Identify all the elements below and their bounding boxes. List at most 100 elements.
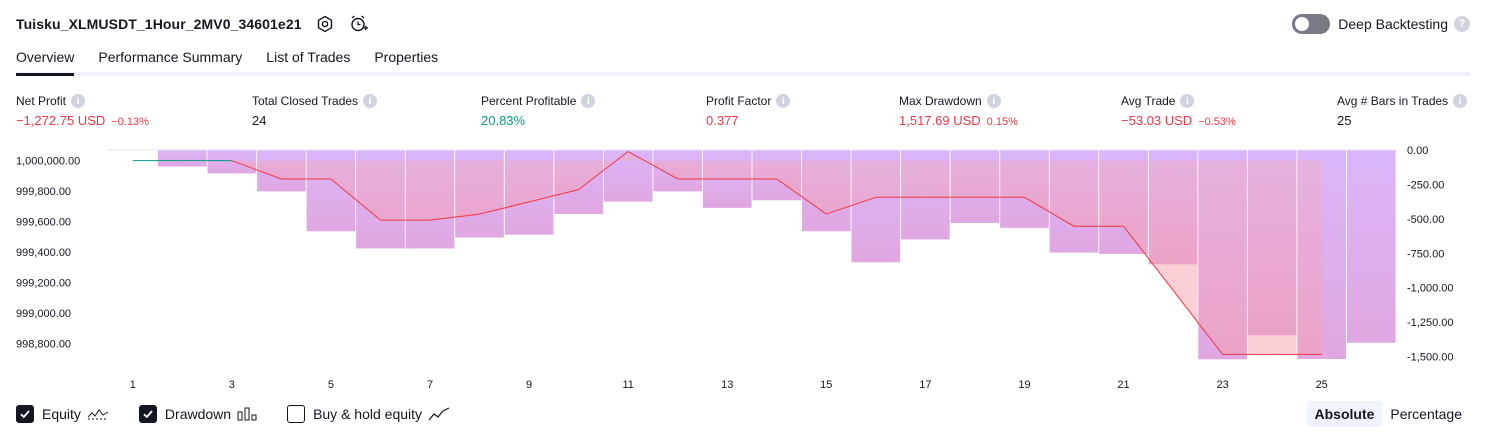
drawdown-bar-shade (157, 150, 208, 167)
right-axis-tick-label: -750.00 (1407, 248, 1444, 260)
metric-percent-profitable: Percent Profitable i 20.83% (481, 93, 596, 128)
equity-drawdown-chart[interactable]: 1,000,000.00 999,800.00 999,600.00 999,400.… (0, 140, 1486, 396)
help-icon[interactable]: ? (1454, 16, 1470, 32)
deep-backtesting: Deep Backtesting ? (1292, 12, 1470, 36)
add-alert-clock-icon[interactable] (348, 13, 370, 35)
equity-line-segment (429, 213, 480, 221)
drawdown-bar-shade (1098, 150, 1149, 254)
info-icon[interactable]: i (986, 94, 1001, 108)
metric-label: Net Profit (16, 94, 67, 108)
metric-value: 0.377 (706, 113, 739, 128)
chart-legend: Equity Drawdown Buy & hold equity (16, 403, 480, 425)
info-icon[interactable]: i (776, 94, 791, 108)
info-icon[interactable]: i (1180, 94, 1195, 108)
drawdown-bar-shade (405, 150, 455, 249)
x-axis-tick-label: 1 (130, 379, 136, 391)
x-axis-tick-label: 19 (1018, 379, 1030, 391)
right-axis-tick-label: -1,250.00 (1407, 317, 1453, 329)
drawdown-bar-shade (207, 150, 257, 174)
drawdown-bar-shade (652, 150, 703, 192)
legend-label: Buy & hold equity (313, 406, 423, 422)
x-axis: 1 3 5 7 9 11 13 15 17 19 21 23 25 (130, 379, 1328, 391)
info-icon[interactable]: i (363, 94, 378, 108)
metric-label: Profit Factor (706, 94, 772, 108)
tab-properties[interactable]: Properties (374, 49, 439, 65)
left-axis-tick-label: 999,200.00 (16, 278, 71, 290)
equity-line-segment (578, 151, 629, 191)
equity-line-segment (776, 178, 827, 215)
percentage-button[interactable]: Percentage (1390, 406, 1462, 422)
absolute-button[interactable]: Absolute (1306, 401, 1383, 427)
legend-drawdown[interactable]: Drawdown (138, 405, 257, 423)
drawdown-bar-shade (256, 150, 307, 192)
x-axis-tick-label: 11 (622, 379, 633, 391)
deep-backtesting-label: Deep Backtesting (1338, 16, 1448, 32)
info-icon[interactable]: i (1453, 94, 1468, 108)
settings-gear-icon[interactable] (314, 13, 336, 35)
legend-equity[interactable]: Equity (16, 405, 109, 423)
equity-area (132, 150, 1396, 360)
drawdown-bar-shade (504, 150, 554, 235)
right-axis-tick-label: -250.00 (1407, 179, 1444, 191)
metric-total-closed-trades: Total Closed Trades i 24 (252, 93, 378, 128)
equity-line-segment (1123, 225, 1174, 291)
equity-checkbox[interactable] (16, 405, 34, 423)
tab-overview[interactable]: Overview (16, 46, 75, 76)
x-axis-tick-label: 17 (919, 379, 931, 391)
equity-line-segment (1172, 290, 1224, 355)
metric-max-drawdown: Max Drawdown i 1,517.69 USD 0.15% (899, 93, 1018, 128)
left-axis-tick-label: 999,800.00 (16, 186, 71, 198)
drawdown-bar-shade (355, 150, 406, 249)
drawdown-bar-shade (1247, 150, 1297, 336)
right-axis-tick-label: -500.00 (1407, 214, 1444, 226)
drawdown-checkbox[interactable] (138, 405, 157, 423)
equity-line-segment (826, 196, 877, 215)
metric-profit-factor: Profit Factor i 0.377 (706, 93, 791, 128)
deep-backtesting-toggle[interactable] (1292, 14, 1331, 34)
legend-buy-hold[interactable]: Buy & hold equity (287, 405, 450, 423)
drawdown-bar-shade (999, 150, 1050, 228)
right-axis: 0.00 -250.00 -500.00 -750.00 -1,000.00 -1,250… (1407, 145, 1453, 364)
metric-value: −1,272.75 USD (16, 113, 106, 128)
metric-subvalue: 0.15% (986, 116, 1018, 128)
metric-value: −53.03 USD (1121, 113, 1193, 128)
strategy-title: Tuisku_XLMUSDT_1Hour_2MV0_34601e21 (16, 16, 302, 32)
x-axis-tick-label: 9 (526, 379, 532, 391)
right-axis-tick-label: -1,000.00 (1407, 283, 1453, 295)
left-axis-tick-label: 999,600.00 (16, 217, 71, 229)
equity-line-icon (87, 407, 109, 421)
buyhold-line-icon (428, 407, 450, 421)
left-axis-tick-label: 999,400.00 (16, 247, 71, 259)
equity-line-segment (330, 178, 381, 221)
legend-label: Equity (42, 406, 81, 422)
equity-line-segment (627, 151, 678, 180)
equity-line-segment (528, 189, 579, 203)
left-axis-tick-label: 998,800.00 (16, 339, 71, 351)
tab-list-of-trades[interactable]: List of Trades (266, 49, 351, 65)
metric-label: Total Closed Trades (252, 94, 359, 108)
left-axis-tick-label: 1,000,000.00 (16, 156, 80, 168)
left-axis: 1,000,000.00 999,800.00 999,600.00 999,400.… (16, 156, 80, 351)
equity-line (132, 151, 1322, 355)
info-icon[interactable]: i (581, 94, 596, 108)
x-axis-tick-label: 3 (229, 379, 235, 391)
buy-hold-checkbox[interactable] (287, 405, 306, 423)
equity-line-segment (231, 160, 282, 180)
info-icon[interactable]: i (71, 94, 86, 108)
x-axis-tick-label: 21 (1117, 379, 1129, 391)
report-tabs: Overview Performance Summary List of Tra… (16, 46, 1470, 76)
equity-line-segment (479, 201, 530, 215)
drawdown-bar-shade (1346, 150, 1396, 343)
right-axis-tick-label: -1,500.00 (1407, 352, 1453, 364)
metric-avg-bars-in-trades: Avg # Bars in Trades i 25 (1337, 93, 1468, 128)
left-axis-tick-label: 999,000.00 (16, 308, 71, 320)
right-axis-tick-label: 0.00 (1407, 145, 1428, 157)
metric-label: Avg # Bars in Trades (1337, 94, 1449, 108)
drawdown-bar-shade (801, 150, 852, 232)
x-axis-tick-label: 23 (1216, 379, 1228, 391)
drawdown-bar-shade (603, 150, 653, 202)
metric-label: Max Drawdown (899, 94, 982, 108)
tab-performance-summary[interactable]: Performance Summary (98, 49, 243, 65)
metric-value: 24 (252, 113, 267, 128)
metric-avg-trade: Avg Trade i −53.03 USD −0.53% (1121, 93, 1236, 128)
